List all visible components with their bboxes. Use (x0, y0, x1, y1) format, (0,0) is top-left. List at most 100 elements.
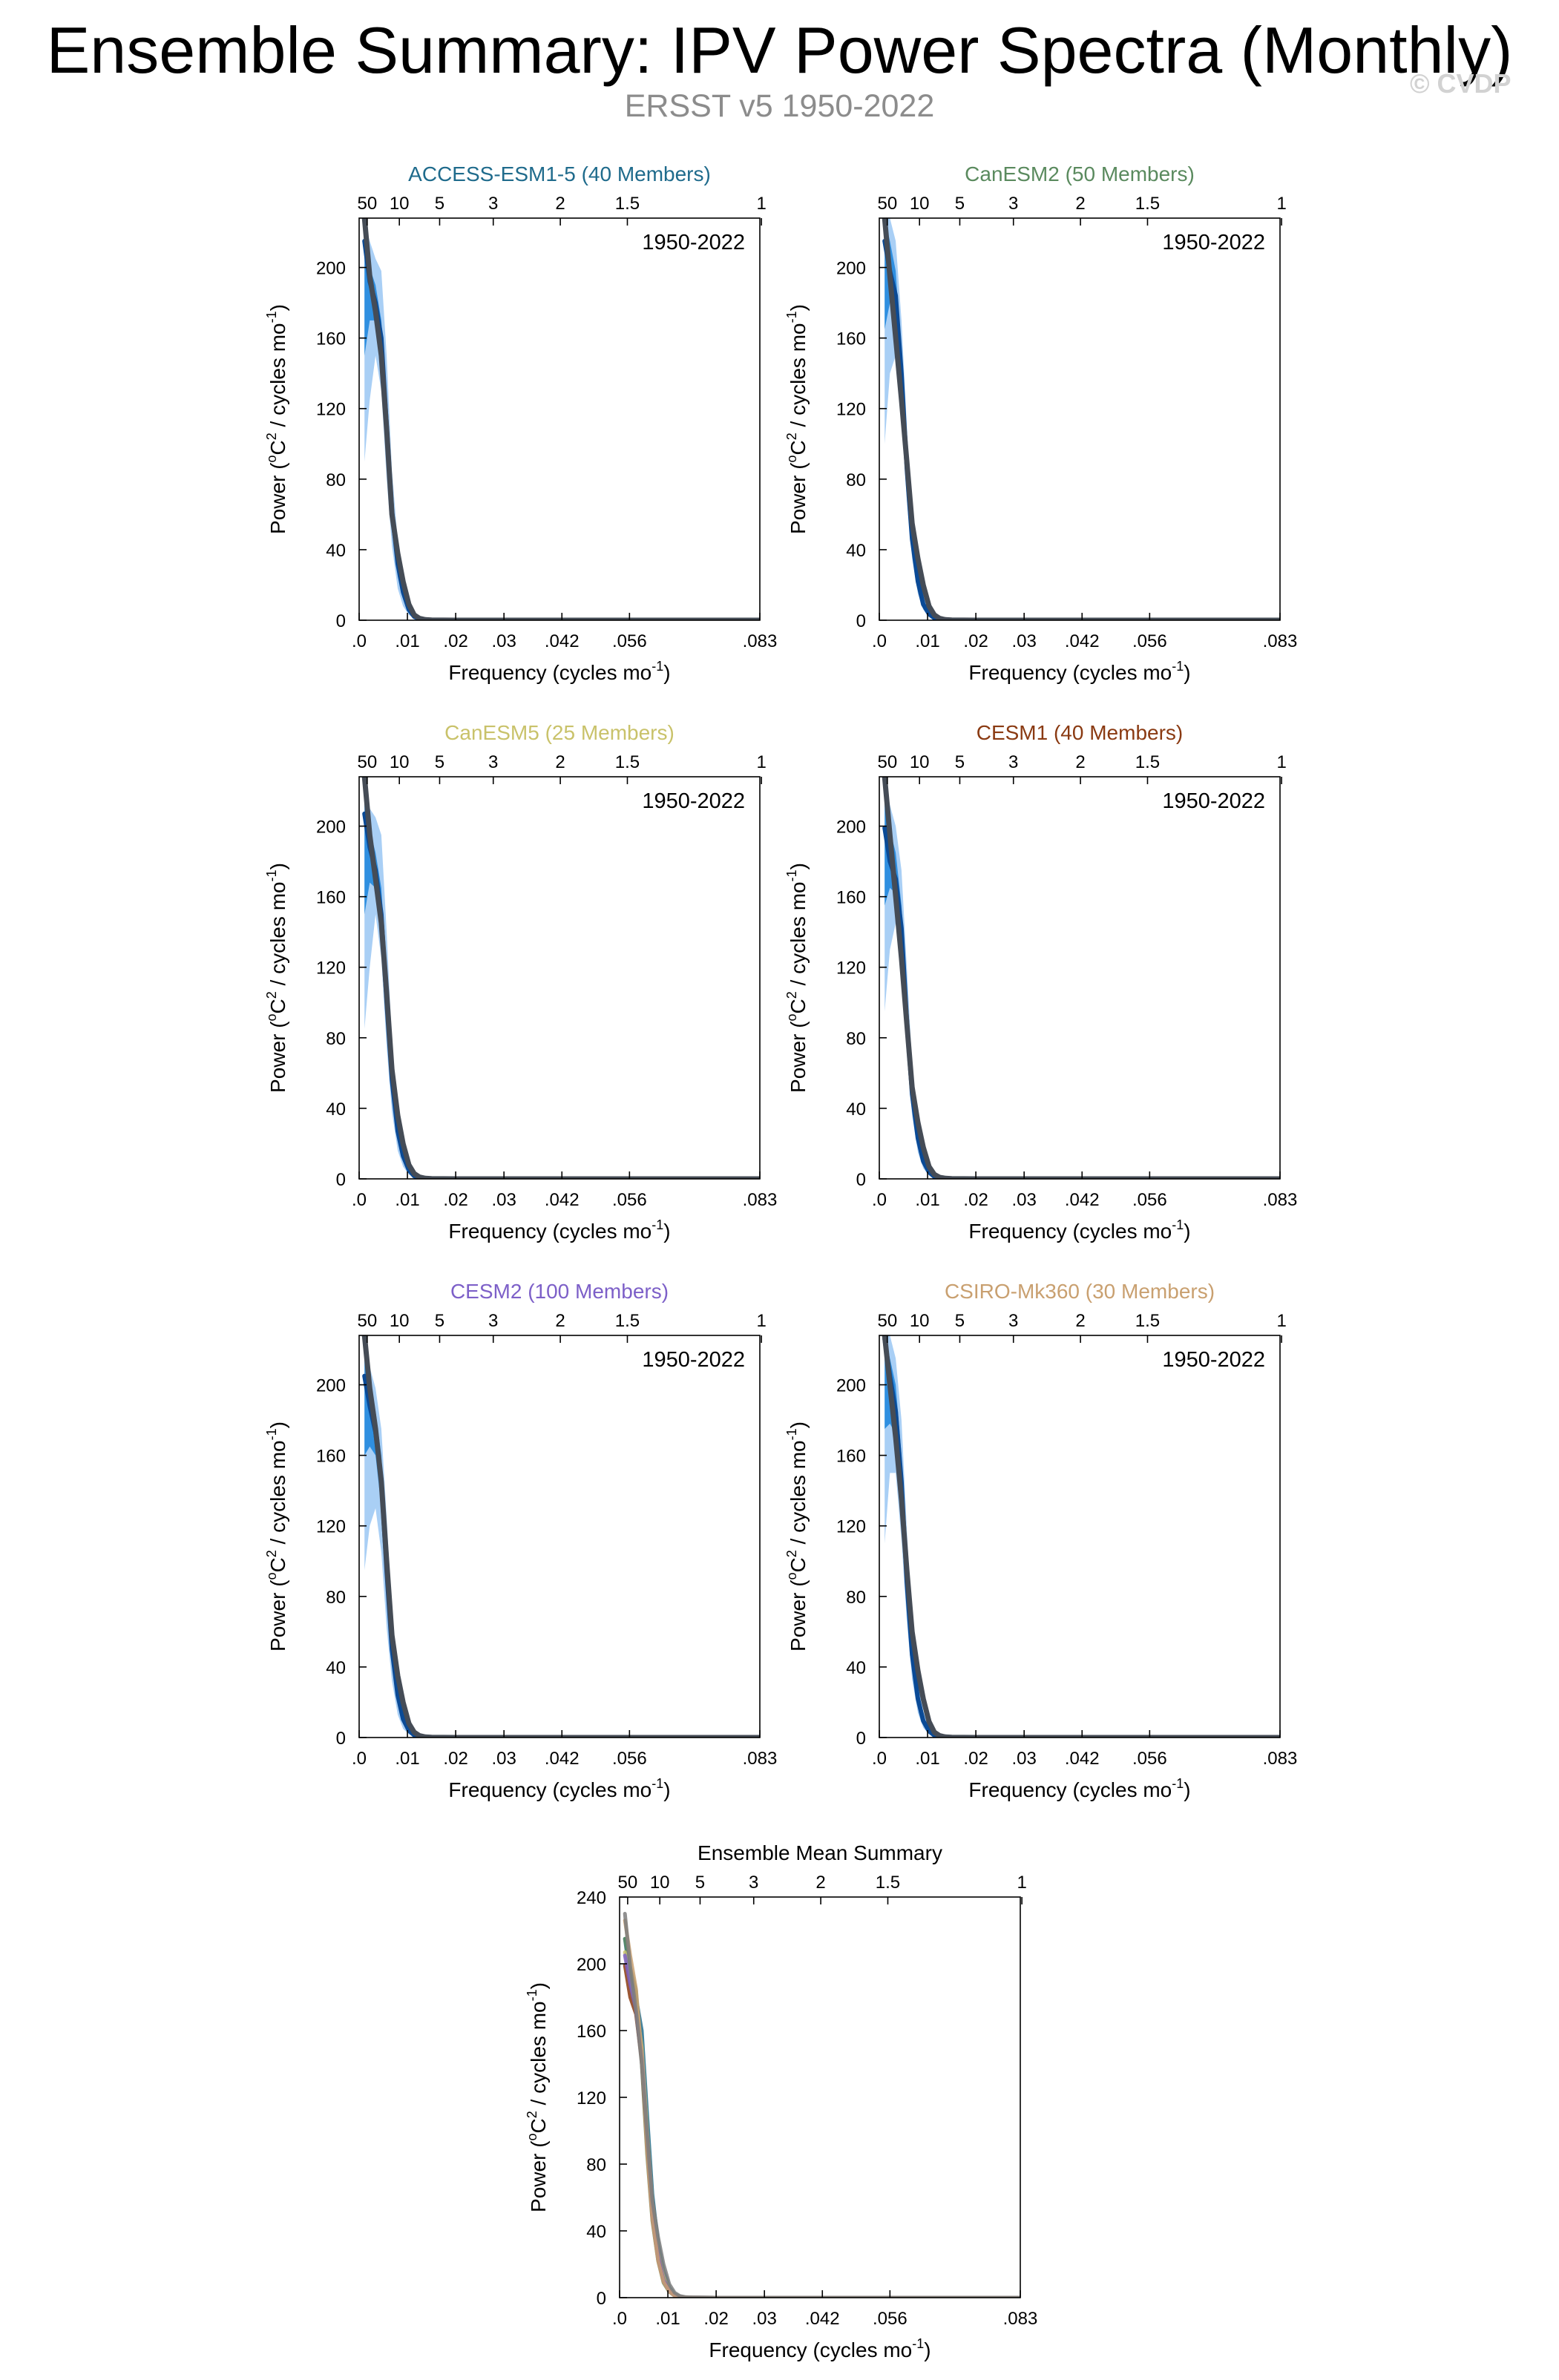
y-tick-label: 200 (836, 818, 866, 838)
top-tick-label: 1.5 (615, 1311, 640, 1331)
top-tick-label: 1.5 (615, 194, 640, 214)
y-tick-label: 200 (316, 1376, 346, 1396)
y-tick-label: 80 (326, 1588, 346, 1608)
plot-area (882, 1335, 1280, 1738)
spread-band-outer (884, 1335, 1280, 1738)
x-tick-label: .056 (873, 2309, 907, 2329)
y-tick-label: 40 (326, 1658, 346, 1678)
y-tick-label: 200 (836, 1376, 866, 1396)
y-tick-label: 120 (836, 400, 866, 420)
top-tick-label: 5 (435, 1311, 444, 1331)
top-tick-label: 5 (955, 194, 965, 214)
y-tick-label: 80 (846, 470, 866, 490)
series-line-4 (623, 1963, 1020, 2298)
spread-band-outer (364, 1335, 760, 1738)
x-tick-label: .03 (752, 2309, 776, 2329)
top-tick-label: 1 (1017, 1873, 1026, 1893)
x-tick-label: .083 (1263, 631, 1298, 651)
plot-area (361, 1335, 760, 1738)
spread-band-inner (884, 218, 1280, 620)
x-tick-label: .0 (872, 1190, 887, 1210)
top-tick-label: 2 (555, 752, 565, 772)
x-tick-label: .042 (1065, 1190, 1100, 1210)
y-tick-label: 200 (577, 1955, 606, 1975)
top-tick-label: 1 (756, 194, 766, 214)
x-tick-label: .0 (872, 631, 887, 651)
top-tick-label: 1.5 (876, 1873, 900, 1893)
x-tick-label: .0 (612, 2309, 627, 2329)
x-tick-label: .02 (963, 1190, 988, 1210)
x-tick-label: .03 (491, 1749, 516, 1769)
x-tick-label: .02 (443, 1749, 467, 1769)
top-tick-label: 1 (756, 1311, 766, 1331)
x-tick-label: .03 (1011, 1749, 1036, 1769)
panel-title: ACCESS-ESM1-5 (40 Members) (408, 162, 711, 185)
y-tick-label: 40 (586, 2222, 606, 2242)
x-tick-label: .01 (395, 1190, 419, 1210)
x-tick-label: .056 (1132, 631, 1167, 651)
top-tick-label: 50 (878, 1311, 898, 1331)
x-tick-label: .03 (1011, 631, 1036, 651)
top-tick-label: 1.5 (1135, 752, 1160, 772)
top-tick-label: 10 (650, 1873, 670, 1893)
x-tick-label: .01 (915, 1190, 939, 1210)
figure-title: Ensemble Summary: IPV Power Spectra (Mon… (46, 13, 1513, 87)
y-tick-label: 160 (577, 2022, 606, 2042)
x-tick-label: .03 (491, 1190, 516, 1210)
x-tick-label: .042 (545, 631, 580, 651)
spread-band-outer (364, 777, 760, 1179)
y-tick-label: 40 (326, 541, 346, 561)
x-tick-label: .056 (612, 631, 647, 651)
y-tick-label: 80 (846, 1588, 866, 1608)
y-axis-label: Power (oC2 / cycles mo-1) (784, 1421, 810, 1651)
plot-frame (879, 217, 1281, 621)
y-tick-label: 160 (316, 888, 346, 908)
top-tick-label: 3 (749, 1873, 758, 1893)
series-line-6 (623, 1919, 1020, 2298)
series-line-3 (623, 1950, 1020, 2298)
ensemble-mean-line (362, 238, 760, 620)
plot-frame (358, 217, 761, 621)
series-line-2 (623, 1936, 1020, 2298)
x-axis-label: Frequency (cycles mo-1) (968, 1776, 1190, 1801)
top-tick-label: 2 (555, 194, 565, 214)
top-tick-label: 50 (618, 1873, 638, 1893)
spread-band-outer (364, 223, 760, 620)
observed-line (361, 218, 760, 620)
y-tick-label: 160 (836, 329, 866, 349)
top-tick-label: 5 (955, 1311, 965, 1331)
top-tick-label: 10 (910, 752, 930, 772)
ensemble-mean-line (882, 1336, 1280, 1738)
y-tick-label: 0 (336, 1170, 346, 1190)
top-tick-label: 1 (1276, 752, 1286, 772)
top-tick-label: 3 (1008, 1311, 1018, 1331)
y-tick-label: 160 (836, 888, 866, 908)
observed-line (882, 1335, 1280, 1738)
x-tick-label: .01 (395, 631, 419, 651)
x-tick-label: .042 (545, 1190, 580, 1210)
top-tick-label: 1 (1276, 1311, 1286, 1331)
plot-area (361, 777, 760, 1179)
x-tick-label: .01 (395, 1749, 419, 1769)
top-tick-label: 10 (910, 194, 930, 214)
x-axis-label: Frequency (cycles mo-1) (448, 1776, 670, 1801)
plot-frame (879, 1335, 1281, 1738)
top-tick-label: 1 (1276, 194, 1286, 214)
y-tick-label: 0 (336, 1729, 346, 1749)
plot-frame (879, 776, 1281, 1180)
top-tick-label: 2 (815, 1873, 825, 1893)
y-tick-label: 240 (577, 1888, 606, 1908)
top-tick-label: 3 (488, 752, 498, 772)
spread-band-outer (884, 777, 1280, 1179)
y-tick-label: 120 (836, 1517, 866, 1537)
x-tick-label: .02 (963, 631, 988, 651)
top-tick-label: 1.5 (615, 752, 640, 772)
x-axis-label: Frequency (cycles mo-1) (968, 659, 1190, 684)
top-tick-label: 5 (955, 752, 965, 772)
period-annotation: 1950-2022 (1162, 231, 1265, 254)
